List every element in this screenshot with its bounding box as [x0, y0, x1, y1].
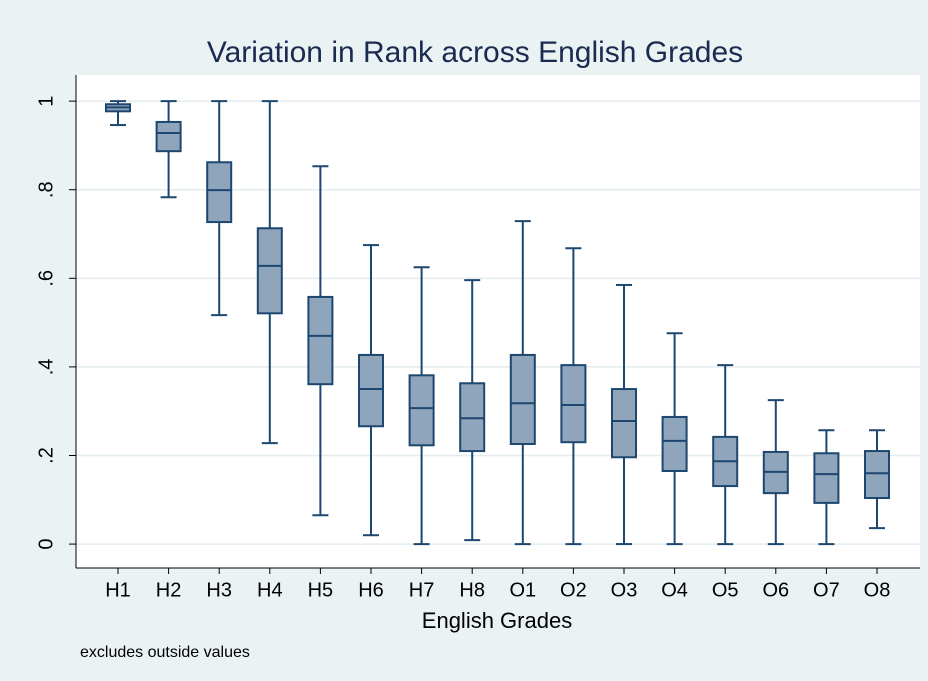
x-tick-label: H1 — [105, 579, 131, 601]
y-tick-label: 0 — [35, 539, 57, 550]
box — [155, 120, 182, 153]
x-tick-label: H6 — [358, 579, 384, 601]
x-tick-label: H2 — [156, 579, 182, 601]
box — [661, 415, 688, 472]
y-tick-label: .2 — [35, 447, 57, 464]
plot-area — [76, 75, 920, 568]
y-tick-label: .4 — [35, 359, 57, 376]
y-tick-label: .8 — [35, 181, 57, 198]
box — [560, 364, 587, 444]
box — [509, 353, 536, 445]
box — [206, 161, 233, 224]
x-tick-label: H4 — [257, 579, 283, 601]
y-tick-label: 1 — [35, 96, 57, 107]
x-tick-label: O2 — [560, 579, 587, 601]
x-tick-label: O3 — [611, 579, 638, 601]
box — [813, 452, 840, 504]
box — [864, 450, 890, 500]
box — [459, 382, 486, 453]
x-tick-label: O8 — [864, 579, 891, 601]
box — [256, 227, 283, 315]
x-tick-label: O5 — [712, 579, 739, 601]
box — [408, 374, 435, 447]
x-tick-label: H8 — [459, 579, 485, 601]
box — [307, 295, 334, 386]
x-tick-label: O4 — [661, 579, 688, 601]
x-axis-title: English Grades — [422, 608, 572, 633]
x-tick-label: O6 — [762, 579, 789, 601]
x-tick-label: H7 — [409, 579, 435, 601]
box — [358, 353, 384, 428]
x-tick-label: O1 — [509, 579, 536, 601]
x-tick-label: H5 — [308, 579, 334, 601]
chart-title: Variation in Rank across English Grades — [207, 36, 743, 69]
note: excludes outside values — [80, 644, 250, 661]
y-tick-label: .6 — [35, 270, 57, 287]
box — [611, 388, 637, 459]
x-tick-label: O7 — [813, 579, 840, 601]
x-tick-label: H3 — [206, 579, 232, 601]
